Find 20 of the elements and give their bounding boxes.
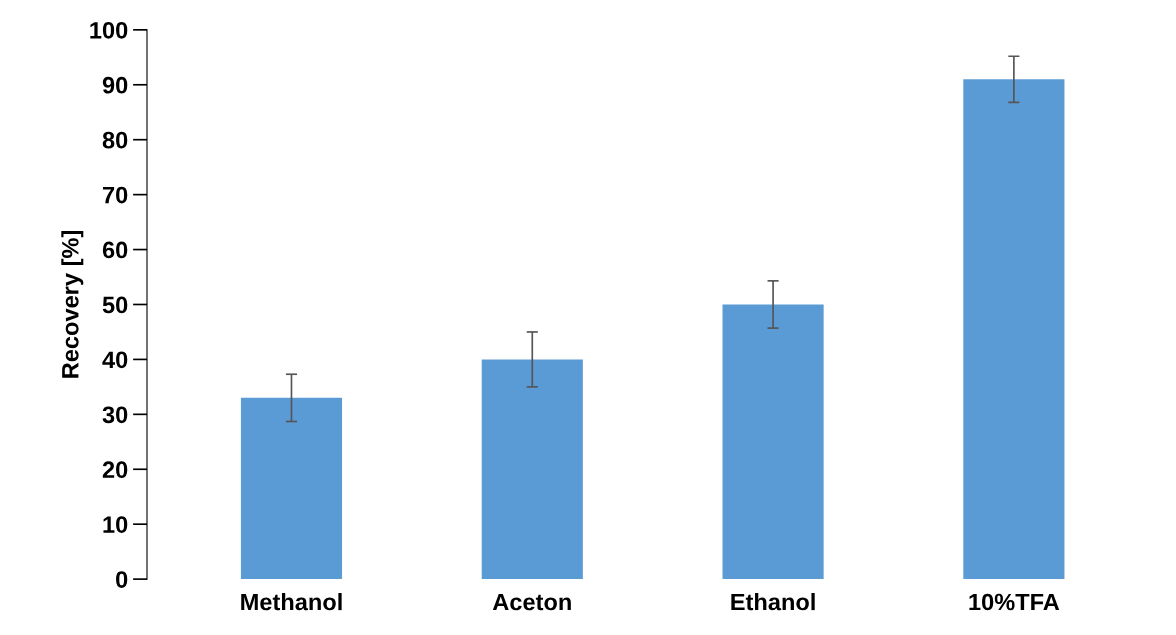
y-axis-title: Recovery [%] — [61, 231, 84, 378]
y-tick-label: 40 — [102, 351, 128, 369]
x-tick-label: Ethanol — [731, 593, 815, 611]
x-tick-label: Aceton — [492, 593, 571, 611]
y-tick-label: 70 — [103, 186, 128, 204]
y-tick-label: 50 — [102, 296, 128, 314]
y-tick-label: 60 — [102, 241, 128, 259]
x-tick-label: Methanol — [241, 593, 342, 611]
bar — [963, 79, 1065, 580]
y-tick-label: 10 — [103, 516, 128, 533]
bar — [240, 397, 343, 580]
y-tick-label: 30 — [102, 406, 128, 424]
y-tick-label: 80 — [102, 131, 128, 149]
y-tick-label: 0 — [116, 571, 128, 588]
y-tick-label: 20 — [102, 461, 128, 479]
y-tick-label: 100 — [90, 21, 128, 39]
bar — [722, 304, 824, 580]
x-tick-label: 10%TFA — [969, 593, 1060, 611]
y-tick-label: 90 — [102, 76, 128, 94]
bar — [481, 359, 583, 580]
